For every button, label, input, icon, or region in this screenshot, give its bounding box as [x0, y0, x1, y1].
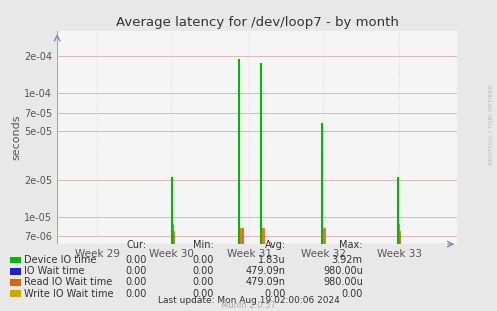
Text: 479.09n: 479.09n — [246, 266, 286, 276]
Text: Device IO time: Device IO time — [24, 255, 96, 265]
Text: 980.00u: 980.00u — [323, 266, 363, 276]
Text: Min:: Min: — [193, 240, 214, 250]
Text: 0.00: 0.00 — [192, 277, 214, 287]
Text: 0.00: 0.00 — [192, 255, 214, 265]
Text: Max:: Max: — [339, 240, 363, 250]
Text: 0.00: 0.00 — [264, 289, 286, 299]
Text: Write IO Wait time: Write IO Wait time — [24, 289, 113, 299]
Text: 0.00: 0.00 — [192, 289, 214, 299]
Text: Munin 2.0.57: Munin 2.0.57 — [221, 301, 276, 310]
Text: 0.00: 0.00 — [125, 255, 147, 265]
Title: Average latency for /dev/loop7 - by month: Average latency for /dev/loop7 - by mont… — [116, 16, 399, 29]
Text: Last update: Mon Aug 19 02:00:06 2024: Last update: Mon Aug 19 02:00:06 2024 — [158, 296, 339, 305]
Text: 0.00: 0.00 — [125, 289, 147, 299]
Text: 0.00: 0.00 — [125, 277, 147, 287]
Text: IO Wait time: IO Wait time — [24, 266, 84, 276]
Y-axis label: seconds: seconds — [11, 115, 21, 160]
Text: 0.00: 0.00 — [192, 266, 214, 276]
Text: 479.09n: 479.09n — [246, 277, 286, 287]
Text: Cur:: Cur: — [127, 240, 147, 250]
Text: Avg:: Avg: — [264, 240, 286, 250]
Text: 980.00u: 980.00u — [323, 277, 363, 287]
Text: 0.00: 0.00 — [125, 266, 147, 276]
Text: 1.83u: 1.83u — [258, 255, 286, 265]
Text: 3.92m: 3.92m — [332, 255, 363, 265]
Text: Read IO Wait time: Read IO Wait time — [24, 277, 112, 287]
Text: RRDTOOL / TOBI OETIKER: RRDTOOL / TOBI OETIKER — [489, 84, 494, 165]
Text: 0.00: 0.00 — [341, 289, 363, 299]
